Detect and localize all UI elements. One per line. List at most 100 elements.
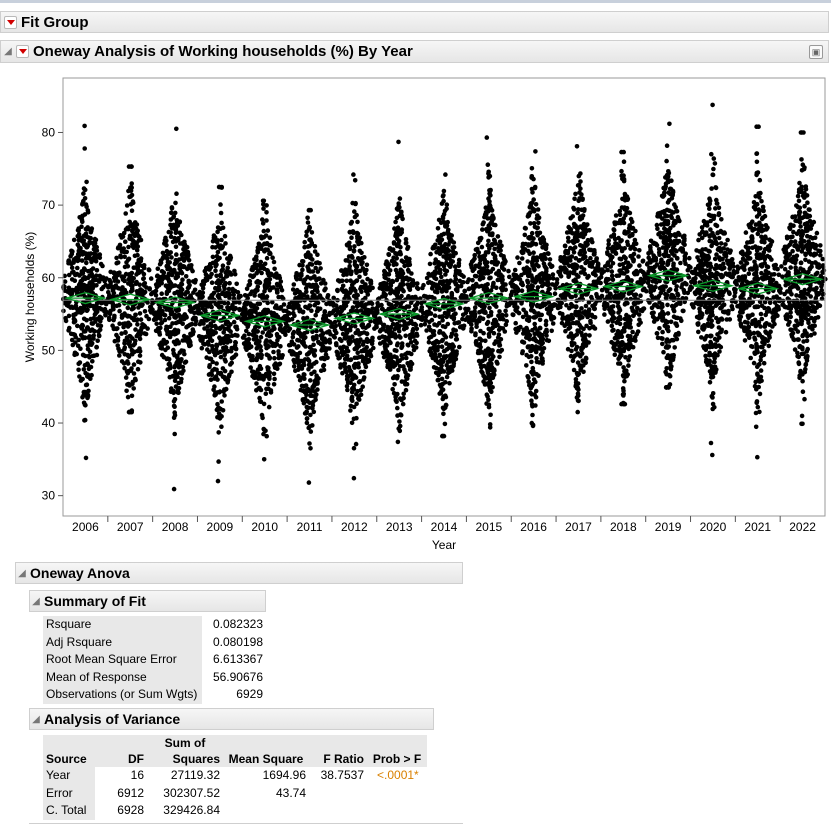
data-point <box>436 340 442 345</box>
data-point <box>126 341 131 347</box>
data-point <box>179 281 185 287</box>
data-point <box>286 310 291 316</box>
data-point <box>308 393 313 399</box>
data-point <box>318 281 324 286</box>
data-point <box>446 285 452 290</box>
data-point <box>164 291 170 297</box>
data-point <box>451 361 457 366</box>
data-point <box>66 259 71 264</box>
data-point <box>299 383 305 389</box>
data-point <box>63 318 69 324</box>
data-point <box>318 333 324 338</box>
data-point <box>122 338 128 344</box>
data-point <box>368 280 373 285</box>
data-point <box>305 215 310 221</box>
data-point <box>180 277 185 282</box>
data-point <box>517 277 523 282</box>
data-point <box>122 311 127 316</box>
data-point <box>340 283 346 289</box>
data-point <box>136 257 141 263</box>
data-point <box>574 265 579 271</box>
data-point <box>122 254 127 260</box>
data-point <box>395 439 401 445</box>
data-point <box>353 201 358 207</box>
data-point <box>401 323 407 329</box>
data-point <box>562 243 568 249</box>
data-point <box>441 369 447 374</box>
data-point <box>491 280 496 286</box>
data-point <box>294 276 300 281</box>
data-point <box>254 287 259 292</box>
data-point <box>496 248 502 254</box>
data-point <box>469 313 474 319</box>
data-point <box>459 272 464 278</box>
data-point <box>69 337 75 343</box>
data-point <box>368 300 374 305</box>
fit-group-header[interactable]: Fit Group <box>0 11 829 33</box>
data-point <box>434 283 440 288</box>
data-point <box>200 337 205 343</box>
data-point <box>422 294 428 299</box>
data-point <box>354 415 359 421</box>
data-point <box>382 268 387 274</box>
data-point <box>267 235 273 240</box>
data-point <box>580 196 585 202</box>
data-point <box>530 206 535 211</box>
data-point <box>78 245 83 251</box>
data-point <box>133 327 138 332</box>
red-triangle-menu-icon[interactable] <box>16 45 29 58</box>
data-point <box>541 261 547 266</box>
data-point <box>443 250 448 255</box>
data-point <box>215 478 221 484</box>
data-point <box>453 250 459 256</box>
data-point <box>125 361 131 366</box>
data-point <box>527 236 533 241</box>
data-point <box>448 262 454 268</box>
data-point <box>325 293 331 298</box>
data-point <box>246 341 252 346</box>
disclosure-triangle-icon[interactable]: ◢ <box>4 46 12 57</box>
data-point <box>586 273 591 279</box>
data-point <box>75 251 81 257</box>
data-point <box>301 292 307 298</box>
data-point <box>490 213 495 218</box>
data-point <box>447 233 453 239</box>
data-point <box>352 178 358 183</box>
data-point <box>72 352 77 358</box>
data-point <box>82 275 87 280</box>
report-options-icon[interactable]: ▣ <box>809 45 823 59</box>
data-point <box>130 243 135 249</box>
data-point <box>443 394 449 400</box>
data-point <box>552 291 558 296</box>
data-point <box>220 225 226 231</box>
data-point <box>354 278 359 284</box>
data-point <box>584 243 589 248</box>
data-point <box>352 244 357 249</box>
data-point <box>157 312 163 318</box>
data-point <box>87 349 93 355</box>
data-point <box>73 303 79 308</box>
red-triangle-menu-icon[interactable] <box>4 15 17 29</box>
data-point <box>430 353 435 359</box>
data-point <box>530 259 535 265</box>
data-point <box>186 278 191 284</box>
data-point <box>267 333 272 339</box>
data-point <box>193 277 198 283</box>
data-point <box>482 271 488 276</box>
data-point <box>307 243 312 249</box>
oneway-analysis-header[interactable]: ◢ Oneway Analysis of Working households … <box>0 40 829 63</box>
data-point <box>503 308 508 314</box>
data-point <box>205 330 211 336</box>
data-point <box>475 263 481 269</box>
data-point <box>278 344 283 349</box>
data-point <box>570 246 576 252</box>
data-point <box>112 338 118 344</box>
data-point <box>297 332 303 337</box>
data-point <box>536 215 542 220</box>
data-point <box>308 238 314 243</box>
data-point <box>218 349 224 355</box>
data-point <box>117 353 122 358</box>
data-point <box>300 397 306 402</box>
data-point <box>405 267 411 273</box>
data-point <box>279 355 285 360</box>
